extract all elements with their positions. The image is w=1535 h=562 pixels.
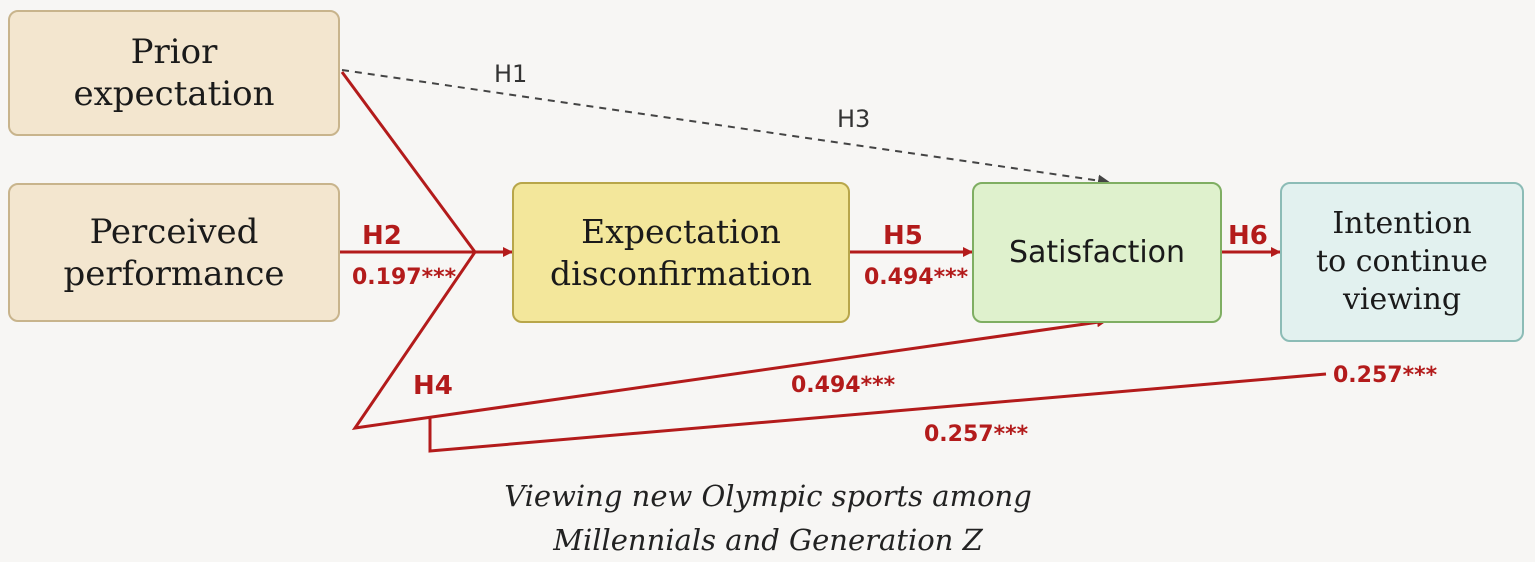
label-h5: H5 — [883, 221, 923, 251]
label-h4: H4 — [413, 371, 453, 401]
node-perceived-performance: Perceived performance — [8, 183, 340, 322]
h1-h3-dashed-arrow — [341, 69, 1110, 187]
caption-line-1: Viewing new Olympic sports among — [504, 479, 1032, 513]
coef-h5: 0.494*** — [864, 265, 969, 290]
node-satisfaction: Satisfaction — [972, 182, 1222, 323]
label-h6: H6 — [1228, 221, 1268, 251]
node-expectation-disconfirmation: Expectation disconfirmation — [512, 182, 850, 323]
label-h1: H1 — [494, 60, 527, 88]
label-h2: H2 — [362, 221, 402, 251]
coef-h4-intention-lower: 0.257*** — [924, 422, 1029, 447]
coef-h2: 0.197*** — [352, 265, 457, 290]
diagram-caption: Viewing new Olympic sports among Millenn… — [368, 474, 1168, 562]
arrow-h4-to-intention — [428, 372, 1327, 453]
label-h3: H3 — [837, 105, 870, 133]
node-prior-expectation: Prior expectation — [8, 10, 340, 136]
coef-h4-satisfaction: 0.494*** — [791, 373, 896, 398]
caption-line-2: Millennials and Generation Z — [553, 523, 983, 557]
arrow-prior-to-junction — [340, 71, 477, 253]
coef-h4-intention-right: 0.257*** — [1333, 363, 1438, 388]
node-intention-to-continue-viewing: Intention to continue viewing — [1280, 182, 1524, 342]
arrow-h4-route — [351, 251, 1107, 430]
